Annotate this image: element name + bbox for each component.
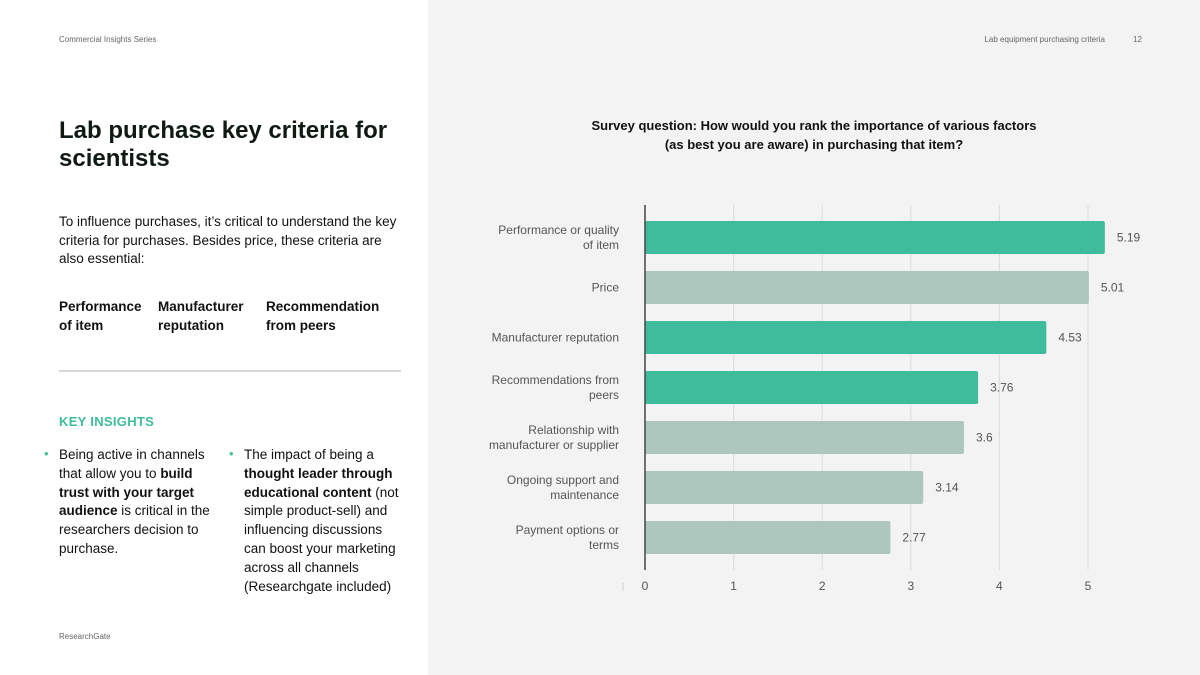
left-panel: Commercial Insights Series Lab purchase … [0, 0, 428, 675]
insight-fragment: Being active in channels that allow you … [59, 447, 205, 481]
insight-trust: Being active in channels that allow you … [59, 446, 219, 559]
criterion-manufacturer: Manufacturer reputation [158, 299, 244, 333]
insight-fragment: is critical in the researchers decision … [59, 503, 210, 556]
bar [645, 221, 1105, 254]
x-tick-label: 0 [642, 579, 649, 593]
x-tick-label: 3 [907, 579, 914, 593]
bar [645, 371, 979, 404]
intro-text: To influence purchases, it’s critical to… [59, 214, 397, 266]
survey-question-line1: Survey question: How would you rank the … [591, 118, 1037, 133]
bar [645, 471, 924, 504]
data-label: 5.01 [1101, 281, 1125, 295]
axis-tick-mark: | [622, 582, 624, 591]
survey-question: Survey question: How would you rank the … [428, 116, 1200, 154]
category-label: terms [589, 538, 619, 552]
series-label: Commercial Insights Series [59, 35, 157, 44]
bullet-icon: • [44, 446, 49, 461]
bar [645, 421, 964, 454]
data-label: 3.6 [976, 431, 993, 445]
data-label: 3.14 [935, 481, 959, 495]
category-label: Manufacturer reputation [492, 331, 619, 345]
data-label: 2.77 [902, 531, 926, 545]
data-label: 4.53 [1058, 331, 1082, 345]
survey-question-line2: (as best you are aware) in purchasing th… [664, 137, 964, 152]
section-label: Lab equipment purchasing criteria [984, 35, 1105, 44]
category-label: Relationship with [528, 423, 619, 437]
insight-fragment: build trust with your target audience [59, 465, 195, 519]
insight-fragment: The impact of being a [244, 447, 374, 462]
bar [645, 271, 1089, 304]
category-label: manufacturer or supplier [489, 438, 619, 452]
data-label: 5.19 [1117, 231, 1141, 245]
x-tick-label: 4 [996, 579, 1003, 593]
x-tick-label: 1 [730, 579, 737, 593]
category-label: Recommendations from [492, 373, 619, 387]
category-label: Ongoing support and [507, 473, 619, 487]
x-tick-label: 5 [1085, 579, 1092, 593]
category-label: of item [583, 238, 619, 252]
insight-fragment: (not simple product-sell) and influencin… [244, 484, 399, 594]
category-label: Payment options or [516, 523, 619, 537]
page-number: 12 [1133, 35, 1142, 44]
bar [645, 321, 1047, 354]
category-label: Price [592, 281, 620, 295]
insight-fragment: thought leader through educational conte… [244, 465, 393, 500]
source-label: ResearchGate [59, 632, 111, 641]
bullet-icon: • [229, 446, 234, 461]
data-label: 3.76 [990, 381, 1014, 395]
category-label: peers [589, 388, 619, 402]
key-insights-heading: KEY INSIGHTS [59, 414, 155, 429]
page-title: Lab purchase key criteria for scientists [59, 117, 388, 172]
category-label: Performance or quality [498, 223, 619, 237]
x-tick-label: 2 [819, 579, 826, 593]
category-label: maintenance [550, 488, 619, 502]
criterion-recommendation: Recommendation from peers [266, 299, 380, 333]
divider [59, 370, 401, 372]
criterion-performance: Performance of item [59, 299, 142, 333]
bar [645, 521, 891, 554]
insight-thought-leader: The impact of being a thought leader thr… [244, 446, 404, 596]
